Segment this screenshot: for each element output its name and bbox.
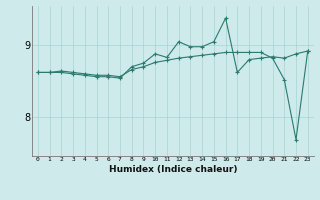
X-axis label: Humidex (Indice chaleur): Humidex (Indice chaleur) [108,165,237,174]
